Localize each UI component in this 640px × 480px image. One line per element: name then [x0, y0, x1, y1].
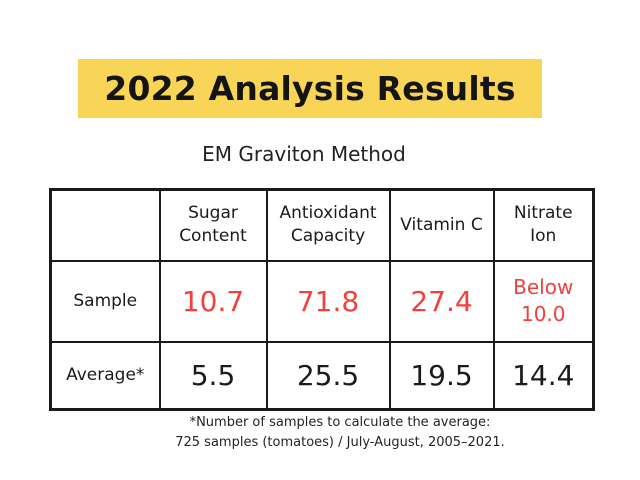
table-row-average: Average* 5.5 25.5 19.5 14.4 — [49, 340, 595, 411]
column-header-nitrate-ion: Nitrate Ion — [492, 188, 595, 262]
average-antioxidant-capacity-value: 25.5 — [265, 340, 391, 411]
average-sugar-content-value: 5.5 — [158, 340, 268, 411]
column-header-vitamin-c: Vitamin C — [388, 188, 495, 262]
table-header-row: Sugar Content Antioxidant Capacity Vitam… — [49, 188, 595, 262]
sample-antioxidant-capacity-value: 71.8 — [265, 259, 391, 343]
column-header-antioxidant-capacity: Antioxidant Capacity — [265, 188, 391, 262]
sample-sugar-content-value: 10.7 — [158, 259, 268, 343]
footnote-line2: 725 samples (tomatoes) / July-August, 20… — [175, 435, 505, 451]
analysis-results-table: Sugar Content Antioxidant Capacity Vitam… — [49, 188, 595, 411]
average-vitamin-c-value: 19.5 — [388, 340, 495, 411]
sample-vitamin-c-value: 27.4 — [388, 259, 495, 343]
column-header-sugar-content: Sugar Content — [158, 188, 268, 262]
footnote: *Number of samples to calculate the aver… — [37, 413, 640, 453]
row-label-sample: Sample — [49, 259, 161, 343]
column-header-empty — [49, 188, 161, 262]
sample-nitrate-ion-value: Below 10.0 — [492, 259, 595, 343]
table-row-sample: Sample 10.7 71.8 27.4 Below 10.0 — [49, 259, 595, 343]
row-label-average: Average* — [49, 340, 161, 411]
subtitle: EM Graviton Method — [202, 142, 406, 166]
footnote-line1: *Number of samples to calculate the aver… — [189, 415, 491, 430]
average-nitrate-ion-value: 14.4 — [492, 340, 595, 411]
title-highlight-band: 2022 Analysis Results — [78, 59, 542, 118]
page-title: 2022 Analysis Results — [104, 69, 516, 108]
